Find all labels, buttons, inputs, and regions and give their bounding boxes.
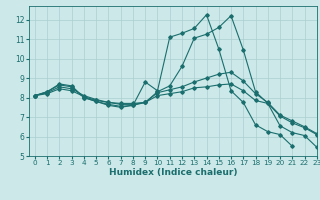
X-axis label: Humidex (Indice chaleur): Humidex (Indice chaleur)	[108, 168, 237, 177]
